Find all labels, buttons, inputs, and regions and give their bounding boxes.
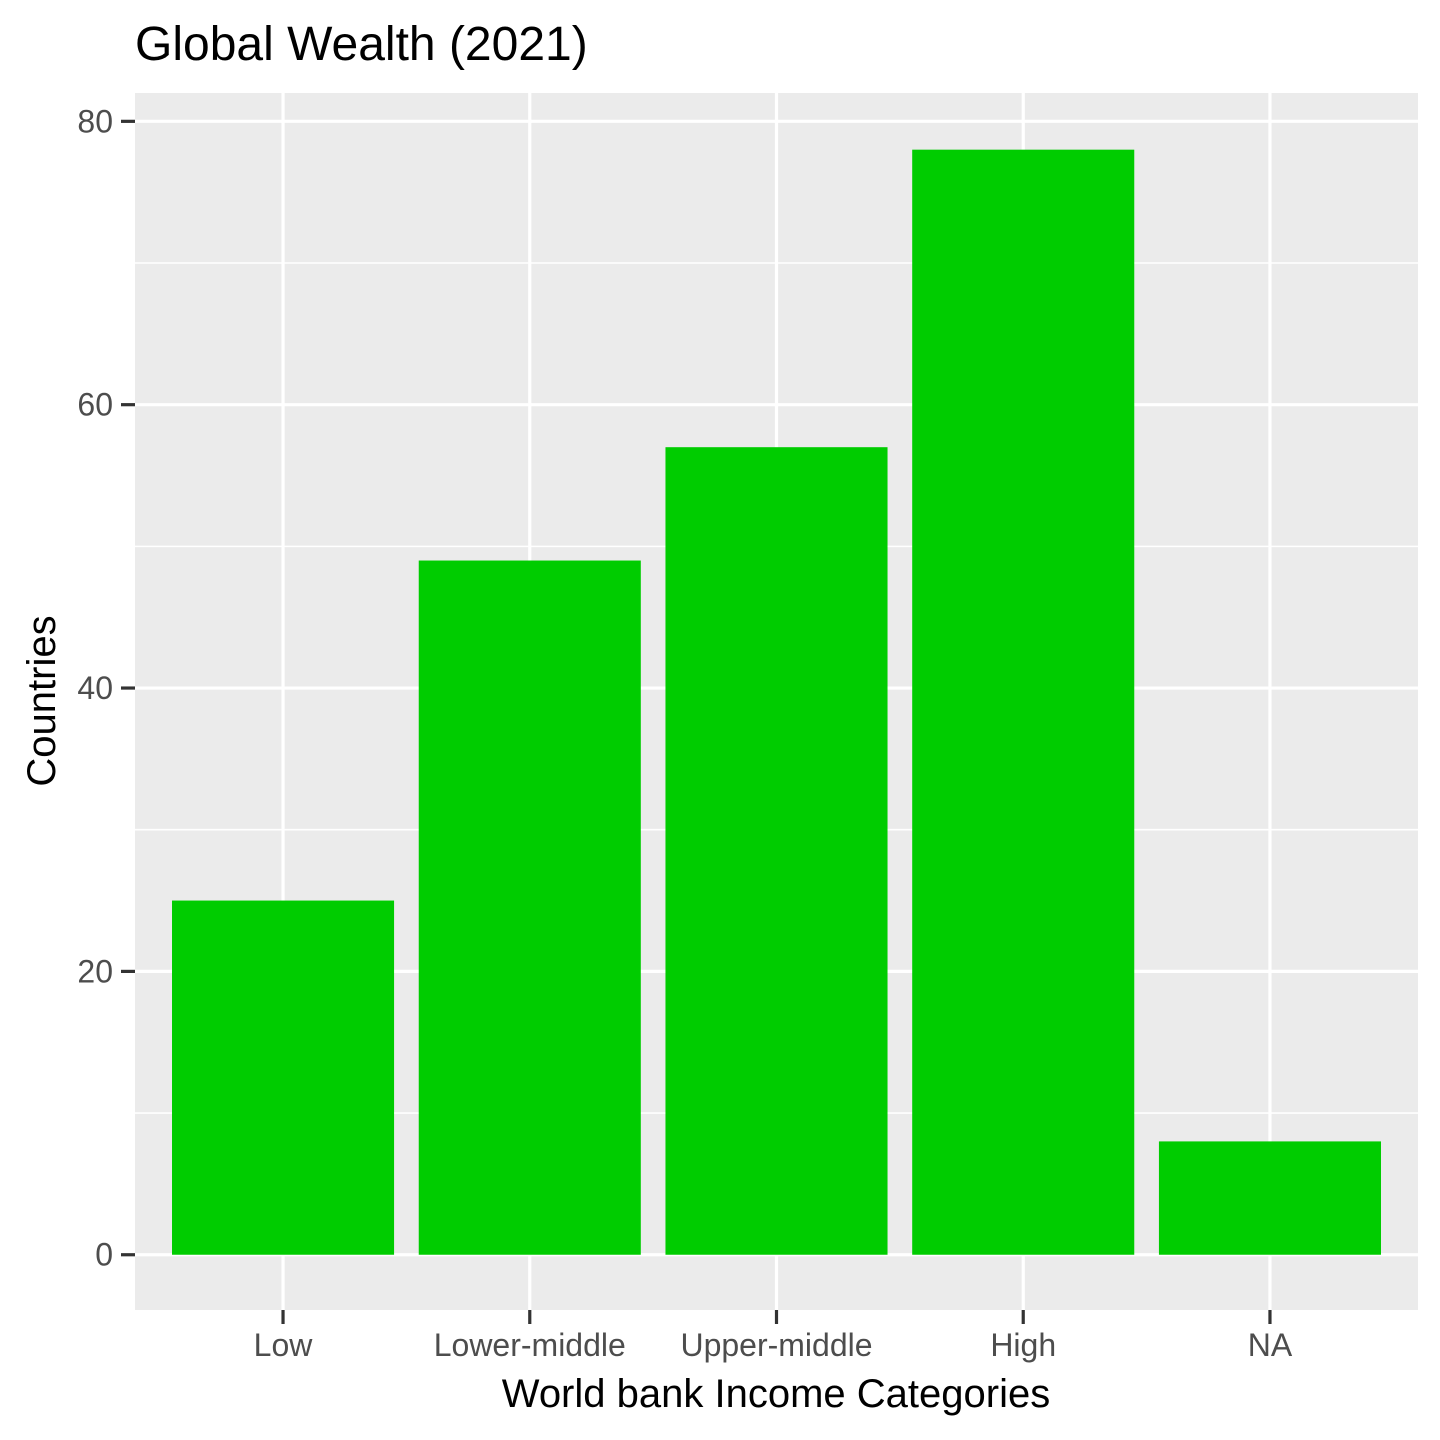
y-axis: 0 20 40 60 80 bbox=[77, 103, 135, 1273]
bar-low bbox=[172, 900, 395, 1255]
x-tick-label: Upper-middle bbox=[680, 1327, 872, 1363]
bars bbox=[172, 149, 1381, 1255]
bar-na bbox=[1158, 1141, 1381, 1255]
x-tick-label: Lower-middle bbox=[434, 1327, 626, 1363]
y-tick-label: 0 bbox=[95, 1237, 113, 1273]
y-tick-label: 80 bbox=[77, 103, 113, 139]
x-tick-label: NA bbox=[1248, 1327, 1293, 1363]
y-tick-label: 60 bbox=[77, 387, 113, 423]
bar-lower-middle bbox=[418, 560, 641, 1255]
chart-title: Global Wealth (2021) bbox=[135, 18, 588, 71]
y-axis-title: Countries bbox=[20, 615, 64, 786]
x-axis-title: World bank Income Categories bbox=[502, 1372, 1050, 1416]
y-tick-label: 20 bbox=[77, 953, 113, 989]
bar-high bbox=[912, 149, 1135, 1255]
bar-upper-middle bbox=[665, 447, 888, 1255]
x-axis: Low Lower-middle Upper-middle High NA bbox=[254, 1310, 1293, 1363]
x-tick-label: Low bbox=[254, 1327, 314, 1363]
y-tick-label: 40 bbox=[77, 670, 113, 706]
x-tick-label: High bbox=[990, 1327, 1056, 1363]
